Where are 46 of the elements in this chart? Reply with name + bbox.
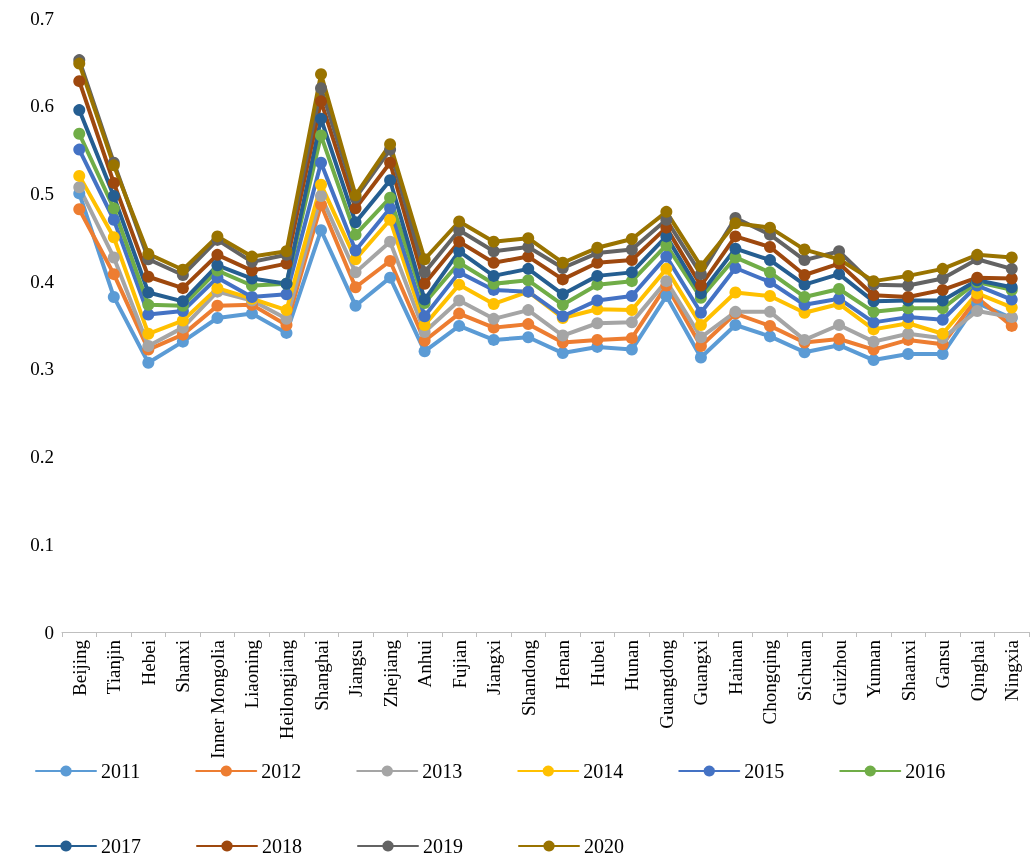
legend-label: 2019 [423, 835, 463, 857]
y-tick-label: 0.7 [30, 7, 54, 29]
legend-label: 2015 [744, 760, 785, 782]
y-tick-label: 0 [44, 621, 54, 643]
x-tick-label: Hubei [586, 640, 608, 687]
x-tick-label: Gansu [932, 639, 954, 689]
legend-label: 2018 [262, 835, 302, 857]
x-tick-label: Sichuan [794, 639, 816, 702]
x-tick-label: Anhui [414, 640, 436, 688]
legend-label: 2016 [905, 760, 946, 782]
y-tick-label: 0.4 [30, 270, 55, 292]
x-tick-label: Beijing [68, 639, 90, 696]
x-tick-label: Shaanxi [897, 640, 919, 702]
x-tick-label: Jiangxi [483, 640, 505, 695]
x-tick-label: Hunan [621, 639, 643, 691]
x-tick-label: Hainan [724, 639, 746, 695]
x-tick-label: Zhejiang [379, 639, 401, 708]
x-tick-label: Guangdong [655, 639, 677, 729]
x-tick-label: Chongqing [759, 639, 781, 725]
x-tick-label: Qinghai [966, 640, 988, 702]
legend-label: 2012 [261, 760, 302, 782]
legend-label: 2014 [583, 760, 624, 782]
x-tick-label: Jiangsu [345, 639, 367, 697]
x-tick-label: Tianjin [103, 639, 125, 695]
x-tick-label: Shanghai [310, 640, 332, 711]
x-tick-label: Liaoning [241, 639, 263, 709]
y-tick-label: 0.6 [30, 95, 54, 117]
x-tick-label: Heilongjiang [275, 639, 297, 740]
y-tick-label: 0.3 [30, 358, 54, 380]
legend-label: 2020 [584, 835, 624, 857]
y-tick-label: 0.1 [30, 533, 54, 555]
x-tick-label: Henan [552, 639, 574, 690]
x-tick-label: Hebei [137, 640, 159, 686]
x-tick-label: Ningxia [1001, 639, 1023, 702]
y-tick-label: 0.2 [30, 446, 54, 468]
x-tick-label: Guangxi [690, 640, 712, 706]
legend-label: 2013 [422, 760, 463, 782]
legend-label: 2011 [101, 760, 141, 782]
x-tick-label: Inner Mongolia [206, 639, 228, 759]
x-tick-label: Shanxi [172, 640, 194, 693]
x-tick-label: Shandong [517, 639, 539, 716]
x-tick-label: Fujian [448, 639, 470, 689]
legend-label: 2017 [101, 835, 141, 857]
x-tick-label: Guizhou [828, 639, 850, 706]
x-tick-label: Yunnan [863, 639, 885, 699]
y-tick-label: 0.5 [30, 182, 54, 204]
